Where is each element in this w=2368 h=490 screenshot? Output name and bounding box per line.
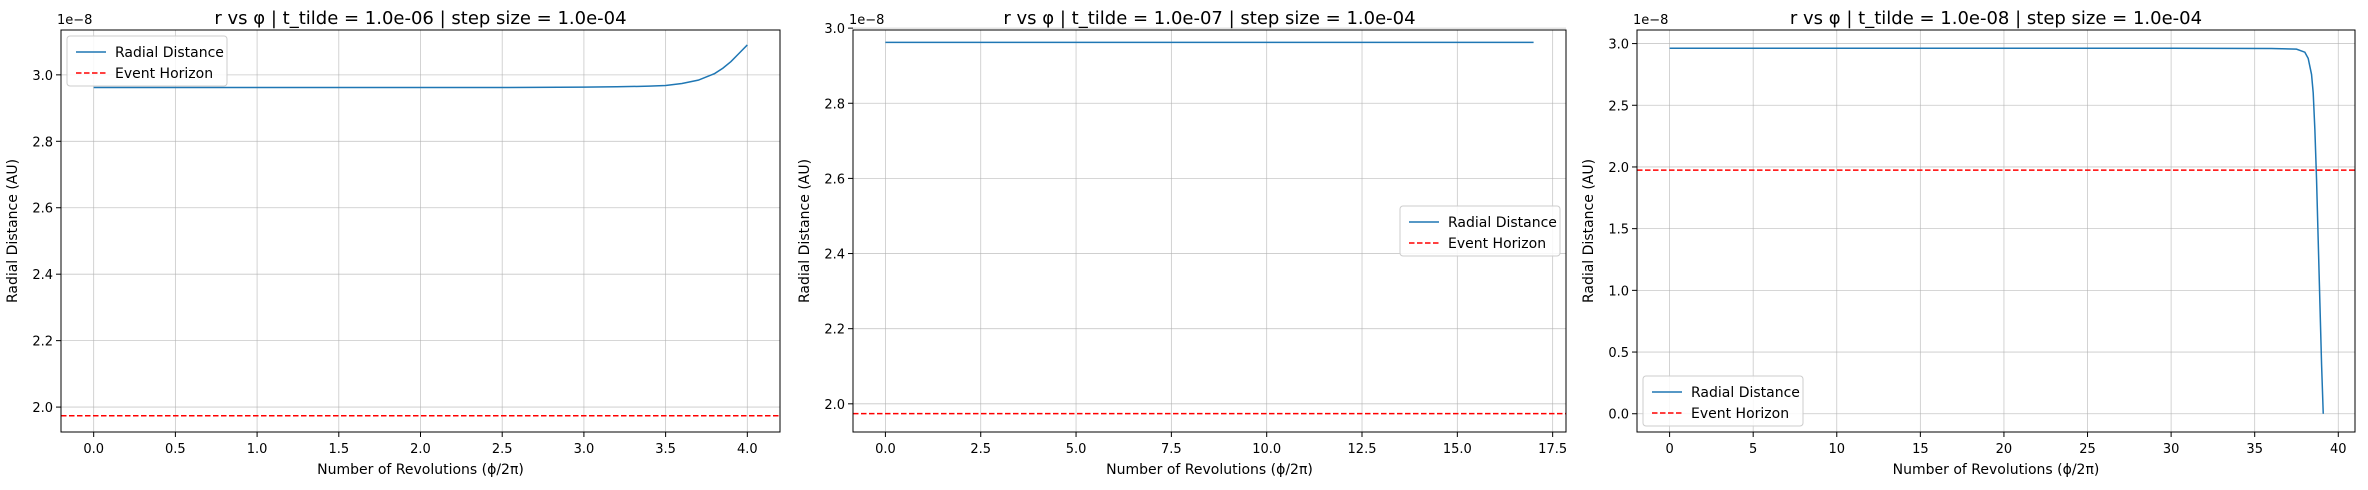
legend-box <box>1642 375 1804 427</box>
x-axis-label: Number of Revolutions (ϕ/2π) <box>1106 462 1313 478</box>
x-tick-label: 15.0 <box>1443 442 1472 457</box>
x-tick-label: 1.5 <box>328 442 349 457</box>
y-tick-label: 2.8 <box>32 135 53 150</box>
legend: Radial Distance Event Horizon <box>1399 205 1561 257</box>
y-tick-label: 2.0 <box>824 398 845 413</box>
x-tick-label: 2.5 <box>970 442 991 457</box>
x-tick-label: 0 <box>1665 442 1673 457</box>
y-tick-label: 3.0 <box>32 69 53 84</box>
x-tick-label: 3.5 <box>655 442 676 457</box>
legend-label-radial-distance: Radial Distance <box>1448 215 1557 231</box>
y-tick-label: 0.5 <box>1608 346 1629 361</box>
series-group <box>853 41 1566 415</box>
y-tick-label: 1.0 <box>1608 284 1629 299</box>
y-tick-label: 0.0 <box>1608 408 1629 423</box>
x-tick-label: 5.0 <box>1066 442 1087 457</box>
y-tick-label: 2.6 <box>824 172 845 187</box>
y-tick-label: 3.0 <box>1608 38 1629 53</box>
x-tick-label: 0.0 <box>875 442 896 457</box>
x-tick-label: 3.0 <box>574 442 595 457</box>
legend-box <box>1399 205 1561 257</box>
chart-title: r vs φ | t_tilde = 1.0e-08 | step size =… <box>1790 8 2202 29</box>
x-tick-label: 30 <box>2163 442 2180 457</box>
grid <box>61 30 780 432</box>
x-tick-label: 40 <box>2330 442 2347 457</box>
x-tick-label: 4.0 <box>737 442 758 457</box>
grid <box>1637 30 2355 432</box>
y-tick-label: 2.5 <box>1608 99 1629 114</box>
y-tick-label: 2.0 <box>1608 161 1629 176</box>
y-axis-offset-label: 1e−8 <box>849 13 884 28</box>
y-axis-label: Radial Distance (AU) <box>1581 159 1597 303</box>
chart-panel-1: 0.0 0.5 1.0 1.5 2.0 2.5 3.0 3.5 4.0 2.0 2.2 2.4 2.6 2… <box>5 8 781 478</box>
y-axis-offset-label: 1e−8 <box>1633 13 1668 28</box>
x-tick-label: 17.5 <box>1538 442 1567 457</box>
x-tick-label: 10 <box>1828 442 1845 457</box>
y-axis-label: Radial Distance (AU) <box>5 159 21 303</box>
chart-panel-3: 0 5 10 15 20 25 30 35 40 0.0 0.5 1.0 1.5 2.0 2.5 3.0 r v… <box>1581 8 2356 478</box>
x-tick-label: 15 <box>1912 442 1929 457</box>
legend-label-event-horizon: Event Horizon <box>1448 236 1546 252</box>
legend-label-event-horizon: Event Horizon <box>115 66 213 82</box>
y-tick-label: 2.0 <box>32 401 53 416</box>
x-axis-label: Number of Revolutions (ϕ/2π) <box>1893 462 2100 478</box>
axes-frame <box>852 29 1567 433</box>
legend: Radial Distance Event Horizon <box>66 35 228 87</box>
x-tick-label: 7.5 <box>1161 442 1182 457</box>
chart-title: r vs φ | t_tilde = 1.0e-06 | step size =… <box>214 8 626 29</box>
x-axis-label: Number of Revolutions (ϕ/2π) <box>317 462 524 478</box>
legend: Radial Distance Event Horizon <box>1642 375 1804 427</box>
y-tick-label: 2.4 <box>824 248 845 263</box>
x-tick-label: 2.5 <box>492 442 513 457</box>
y-tick-label: 2.4 <box>32 268 53 283</box>
y-tick-label: 2.2 <box>32 335 53 350</box>
x-tick-label: 0.5 <box>165 442 186 457</box>
series-group <box>61 44 780 417</box>
axes-frame <box>1636 29 2356 433</box>
x-tick-label: 2.0 <box>410 442 431 457</box>
series-group <box>1637 47 2355 414</box>
series-radial-distance <box>1669 47 2324 414</box>
chart-title: r vs φ | t_tilde = 1.0e-07 | step size =… <box>1003 8 1415 29</box>
y-tick-label: 2.8 <box>824 97 845 112</box>
series-radial-distance <box>93 44 748 89</box>
x-tick-label: 10.0 <box>1252 442 1281 457</box>
y-axis-offset-label: 1e−8 <box>57 13 92 28</box>
x-tick-label: 35 <box>2246 442 2263 457</box>
chart-panel-2: 0.0 2.5 5.0 7.5 10.0 12.5 15.0 17.5 2.0 2.2 2.4 2.6… <box>797 8 1567 478</box>
y-tick-label: 2.6 <box>32 202 53 217</box>
x-tick-label: 1.0 <box>247 442 268 457</box>
grid <box>853 27 1566 432</box>
legend-label-event-horizon: Event Horizon <box>1691 406 1789 422</box>
y-tick-label: 1.5 <box>1608 223 1629 238</box>
y-tick-label: 3.0 <box>824 22 845 37</box>
x-tick-label: 0.0 <box>83 442 104 457</box>
x-tick-label: 20 <box>1996 442 2013 457</box>
y-axis-label: Radial Distance (AU) <box>797 159 813 303</box>
legend-label-radial-distance: Radial Distance <box>115 45 224 61</box>
legend-label-radial-distance: Radial Distance <box>1691 385 1800 401</box>
y-tick-label: 2.2 <box>824 323 845 338</box>
legend-box <box>66 35 228 87</box>
x-tick-label: 12.5 <box>1348 442 1377 457</box>
x-tick-label: 25 <box>2079 442 2096 457</box>
x-tick-label: 5 <box>1749 442 1757 457</box>
